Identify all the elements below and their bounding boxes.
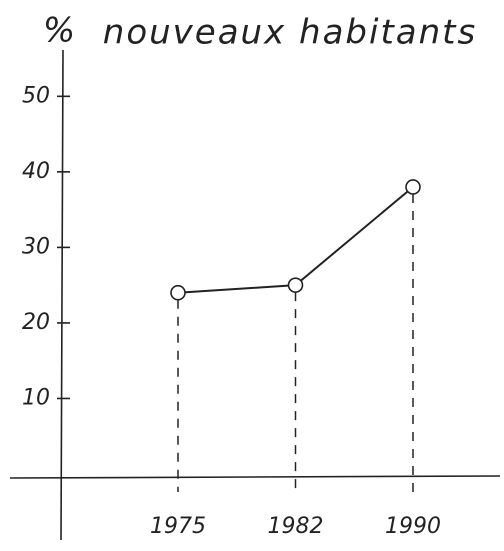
x-tick-label: 1982 [268, 514, 324, 539]
y-axis [60, 49, 64, 541]
y-tick-label: 30 [22, 234, 50, 259]
point [170, 284, 186, 301]
x-tick-label: 1990 [385, 514, 441, 539]
x-tick-label: 1975 [150, 514, 206, 539]
y-tick-label: 10 [22, 385, 50, 410]
point [287, 277, 304, 293]
x-axis [9, 475, 501, 479]
point [405, 179, 421, 195]
y-tick-label: 50 [22, 83, 50, 108]
line [177, 186, 414, 294]
y-axis-label: % [43, 11, 77, 51]
chart-title: nouveaux habitants [103, 13, 477, 53]
y-tick-label: 40 [22, 159, 50, 184]
y-tick-label: 20 [22, 310, 50, 335]
